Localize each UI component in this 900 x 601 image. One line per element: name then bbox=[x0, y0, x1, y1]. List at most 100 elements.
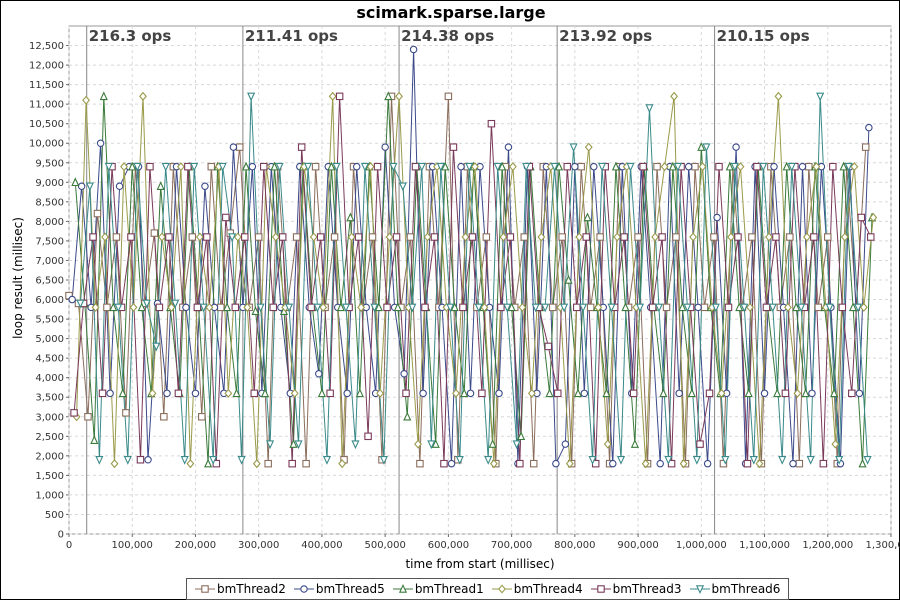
data-point bbox=[222, 213, 230, 222]
data-point bbox=[327, 161, 336, 171]
legend-item-bmThread3: bmThread3 bbox=[590, 582, 682, 596]
data-point bbox=[517, 431, 526, 441]
data-point bbox=[548, 303, 557, 312]
data-point bbox=[106, 389, 114, 398]
data-point bbox=[315, 370, 323, 378]
data-point bbox=[392, 233, 401, 241]
data-point bbox=[808, 389, 816, 398]
data-point bbox=[250, 389, 259, 398]
data-point bbox=[582, 233, 590, 241]
data-point bbox=[471, 162, 479, 172]
data-point bbox=[155, 303, 164, 312]
data-point bbox=[254, 233, 263, 241]
data-point bbox=[830, 388, 839, 398]
data-point bbox=[759, 162, 768, 172]
data-point bbox=[114, 303, 123, 313]
data-point bbox=[409, 45, 418, 54]
data-point bbox=[346, 212, 355, 222]
data-point bbox=[545, 388, 554, 398]
data-point bbox=[639, 162, 647, 171]
data-point bbox=[247, 92, 256, 102]
data-point bbox=[727, 232, 735, 242]
data-point bbox=[861, 143, 870, 151]
y-tick-label: 11,000 bbox=[29, 100, 64, 111]
data-point bbox=[824, 233, 832, 241]
y-tick-label: 3,000 bbox=[35, 412, 64, 423]
data-point bbox=[778, 456, 787, 465]
data-point bbox=[316, 233, 325, 241]
data-point bbox=[855, 389, 864, 398]
data-point bbox=[711, 303, 720, 313]
data-point bbox=[317, 388, 326, 398]
data-point bbox=[355, 388, 364, 398]
data-point bbox=[347, 232, 356, 242]
data-point bbox=[710, 233, 718, 241]
data-point bbox=[98, 389, 107, 398]
data-point bbox=[478, 389, 486, 398]
data-point bbox=[224, 388, 233, 398]
data-point bbox=[692, 456, 701, 465]
data-point bbox=[148, 388, 157, 398]
x-tick-label: 0 bbox=[66, 540, 72, 551]
data-point bbox=[328, 91, 337, 101]
data-point bbox=[848, 389, 856, 398]
data-point bbox=[360, 162, 369, 172]
data-point bbox=[400, 370, 408, 378]
data-point bbox=[659, 388, 668, 398]
data-point bbox=[564, 274, 573, 284]
data-point bbox=[395, 91, 403, 101]
data-point bbox=[465, 162, 474, 172]
data-point bbox=[516, 459, 524, 468]
data-point bbox=[158, 232, 166, 242]
data-point bbox=[461, 232, 470, 242]
data-point bbox=[127, 233, 135, 241]
y-tick-label: 8,000 bbox=[35, 217, 64, 228]
data-point bbox=[702, 143, 711, 153]
data-point bbox=[768, 303, 777, 313]
data-point bbox=[364, 432, 372, 441]
data-point bbox=[673, 162, 682, 172]
data-point bbox=[241, 233, 249, 241]
data-point bbox=[700, 303, 709, 312]
data-point bbox=[223, 302, 232, 312]
data-point bbox=[541, 303, 550, 313]
data-point bbox=[311, 162, 320, 171]
data-point bbox=[133, 162, 142, 172]
data-point bbox=[558, 233, 566, 241]
data-point bbox=[658, 233, 666, 241]
data-point bbox=[668, 161, 677, 171]
data-point bbox=[760, 389, 769, 398]
data-point bbox=[506, 233, 515, 241]
data-point bbox=[691, 162, 699, 171]
data-point bbox=[732, 143, 740, 151]
data-point bbox=[417, 162, 426, 172]
x-tick-label: 400,000 bbox=[301, 540, 342, 551]
x-tick-label: 300,000 bbox=[238, 540, 279, 551]
data-point bbox=[110, 459, 119, 469]
data-point bbox=[452, 388, 460, 398]
y-tick-label: 4,000 bbox=[35, 373, 64, 384]
data-point bbox=[703, 459, 712, 468]
data-point bbox=[229, 143, 238, 151]
data-point bbox=[370, 303, 379, 313]
data-point bbox=[774, 91, 783, 101]
data-point bbox=[573, 388, 583, 398]
data-point bbox=[858, 458, 867, 468]
data-point bbox=[520, 233, 529, 241]
y-tick-label: 10,500 bbox=[29, 119, 64, 130]
data-point bbox=[195, 232, 204, 242]
data-point bbox=[529, 459, 538, 468]
data-point bbox=[839, 161, 848, 171]
data-point bbox=[653, 162, 661, 171]
data-point bbox=[228, 233, 237, 243]
y-tick-label: 9,000 bbox=[35, 178, 64, 189]
data-point bbox=[495, 389, 503, 398]
legend-label: bmThread4 bbox=[513, 582, 583, 596]
data-point bbox=[662, 303, 671, 312]
legend-item-bmThread1: bmThread1 bbox=[392, 582, 484, 596]
data-point bbox=[150, 229, 159, 237]
data-point bbox=[616, 456, 626, 465]
data-point bbox=[201, 585, 209, 593]
y-tick-label: 10,000 bbox=[29, 139, 64, 150]
